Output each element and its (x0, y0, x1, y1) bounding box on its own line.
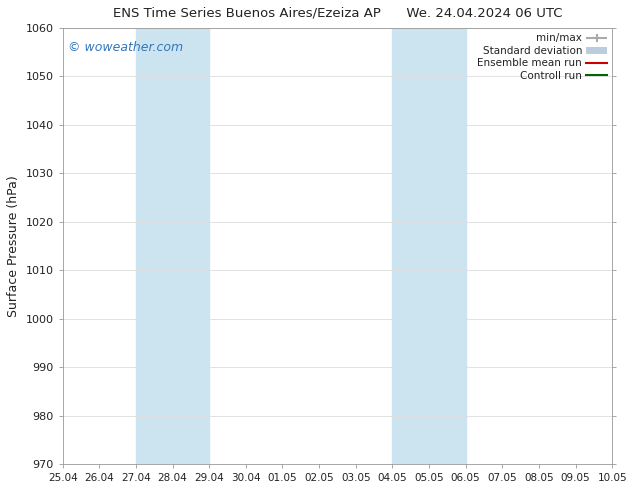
Legend: min/max, Standard deviation, Ensemble mean run, Controll run: min/max, Standard deviation, Ensemble me… (474, 30, 610, 84)
Bar (392, 28, 466, 464)
Title: ENS Time Series Buenos Aires/Ezeiza AP      We. 24.04.2024 06 UTC: ENS Time Series Buenos Aires/Ezeiza AP W… (113, 7, 562, 20)
Y-axis label: Surface Pressure (hPa): Surface Pressure (hPa) (7, 175, 20, 317)
Bar (136, 28, 209, 464)
Text: © woweather.com: © woweather.com (68, 41, 183, 54)
